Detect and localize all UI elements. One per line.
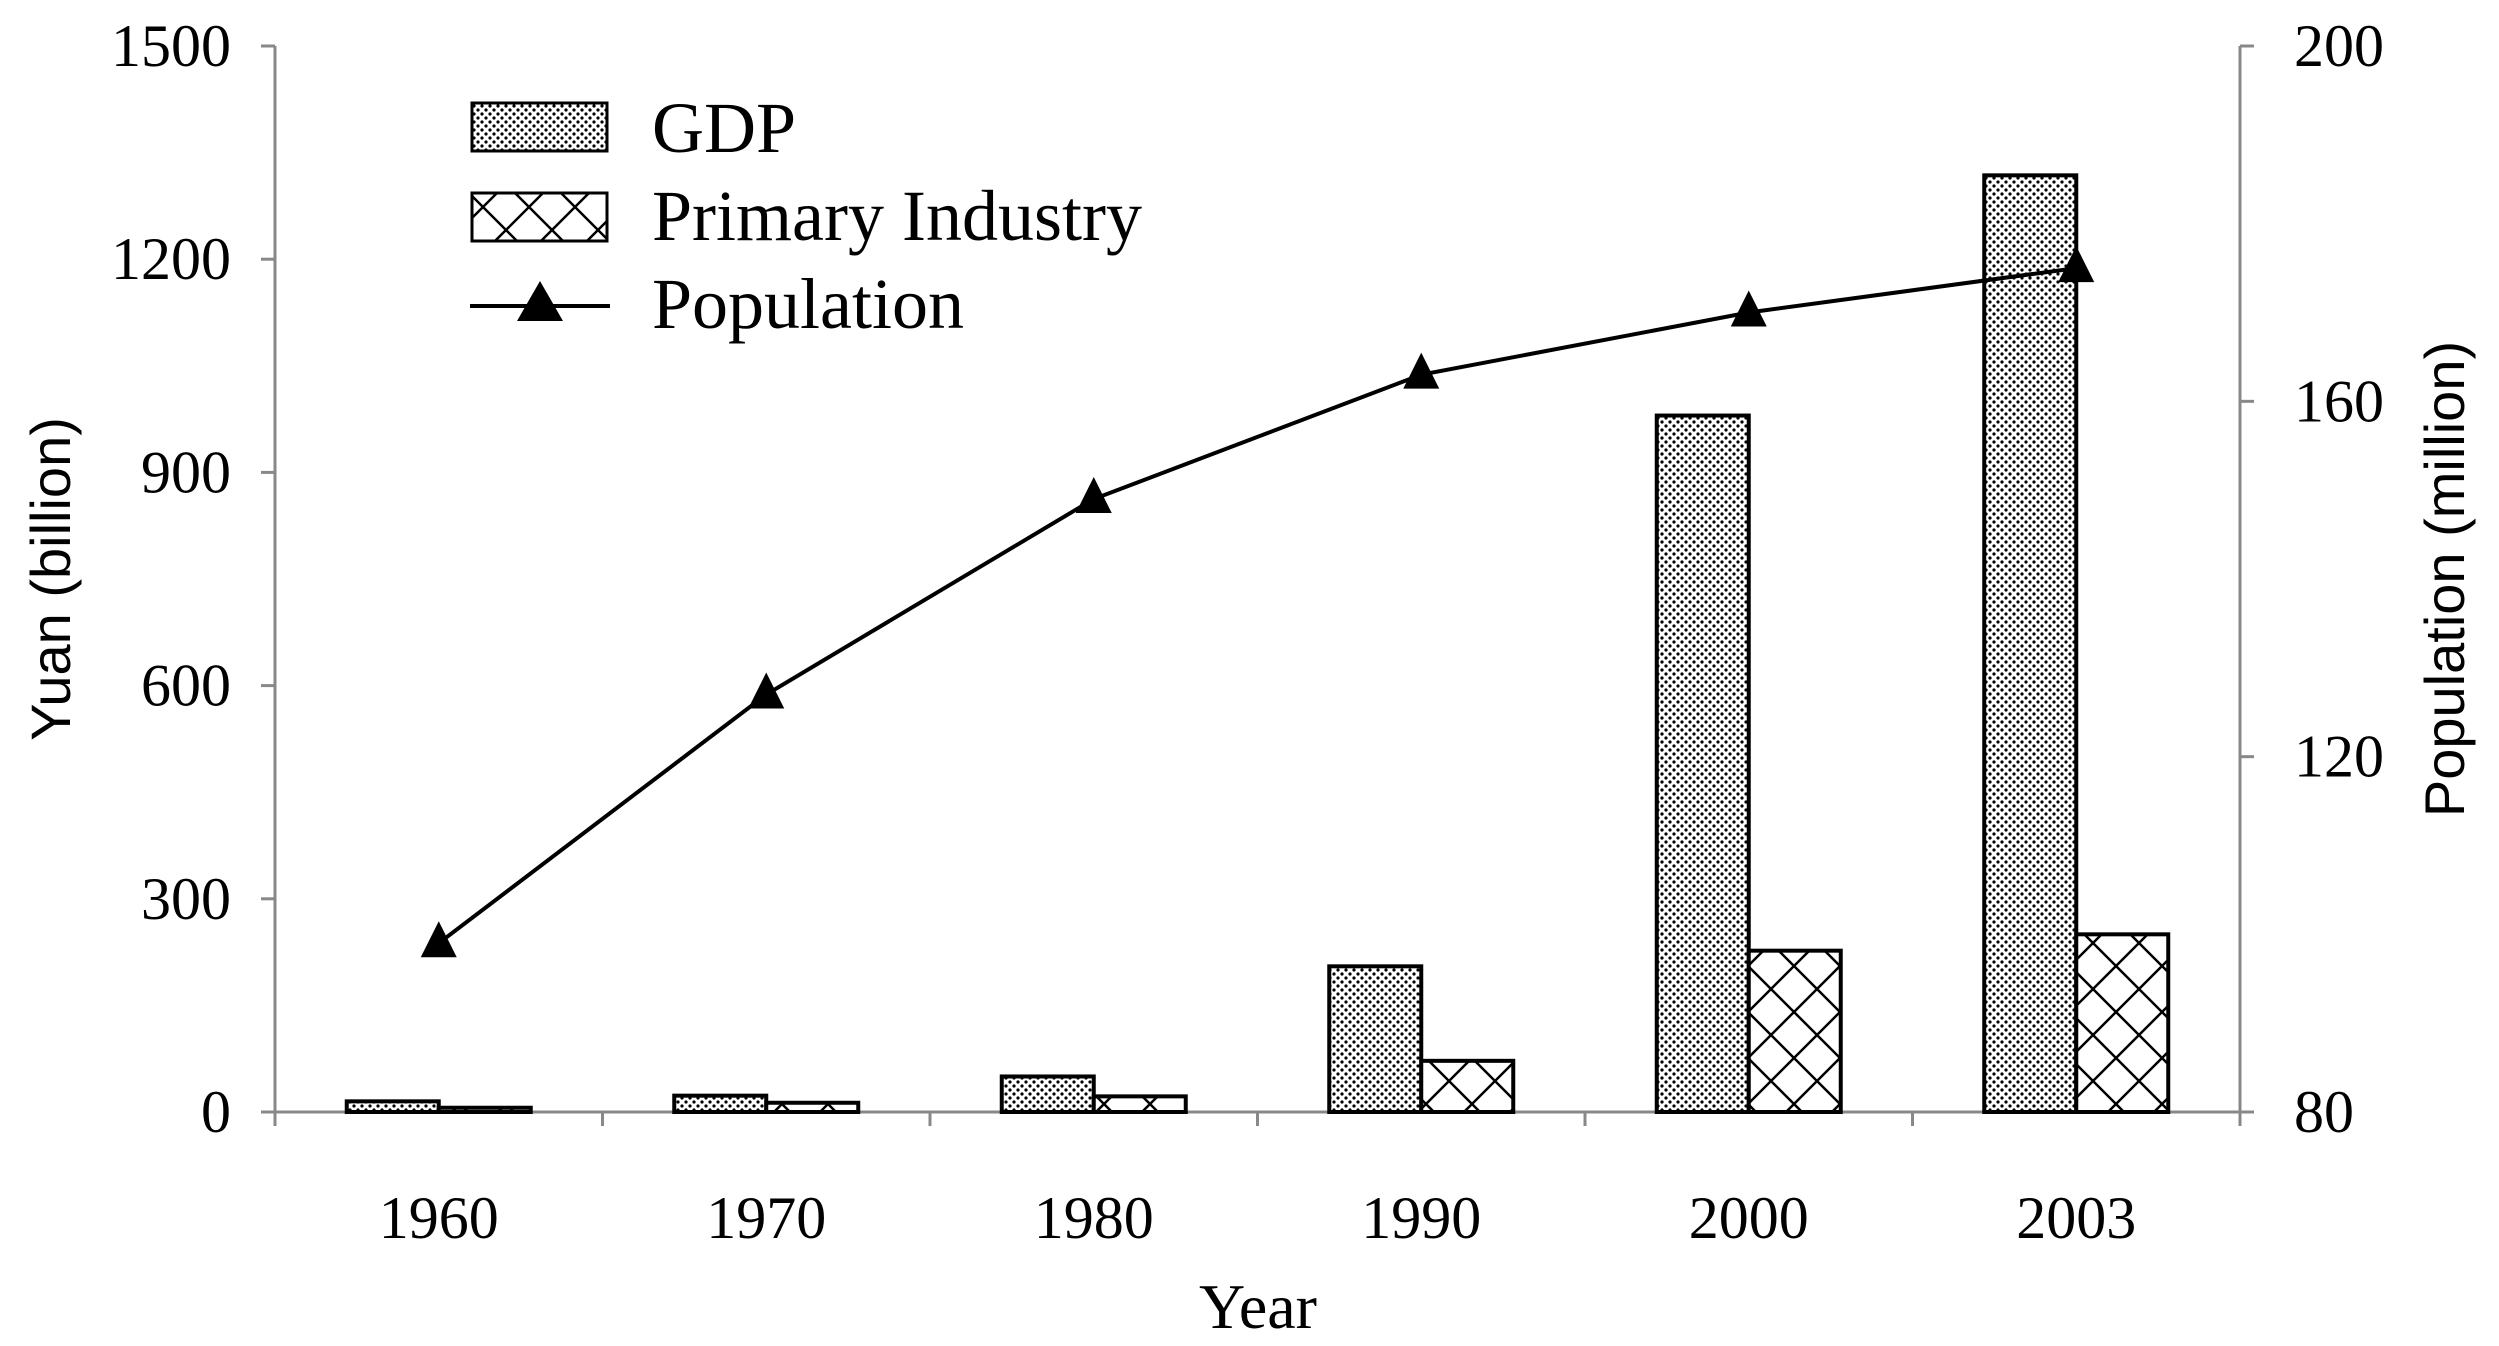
y-tick-label-left: 600 [141,653,231,719]
legend-swatch-gdp [470,101,609,153]
population-marker [748,672,785,709]
legend-marker-population [517,281,563,321]
bar-gdp [1982,173,2079,1115]
y-tick-label-left: 1200 [111,226,231,292]
y-axis-label-right: Population (million) [2413,341,2476,817]
y-tick-label-right: 160 [2294,368,2384,434]
bar-gdp [344,1099,441,1114]
bar-primary-industry [436,1105,533,1114]
bar-primary-industry [2074,932,2171,1114]
population-marker [1403,352,1440,389]
population-marker [1075,477,1112,514]
bar-gdp [1327,964,1424,1115]
y-tick-label-left: 300 [141,866,231,932]
y-tick-label-right: 80 [2294,1079,2354,1145]
legend-swatch-primary-industry [470,191,609,243]
legend-label-primary-industry: Primary Industry [652,176,1142,256]
population-marker [420,921,457,958]
bar-gdp [1654,413,1751,1114]
y-tick-label-right: 120 [2294,724,2384,790]
bar-primary-industry [1091,1094,1188,1115]
y-tick-label-left: 900 [141,439,231,505]
bar-primary-industry [1419,1058,1516,1115]
population-marker [2058,246,2095,283]
population-line [437,266,2077,945]
y-axis-label-left: Yuan (billion) [19,417,82,741]
x-tick-label: 1970 [706,1185,826,1251]
legend-label-population: Population [652,264,964,344]
y-tick-label-left: 0 [201,1079,231,1145]
x-axis-label: Year [1199,1271,1317,1342]
bar-primary-industry [1746,948,1843,1114]
x-tick-label: 1990 [1361,1185,1481,1251]
y-tick-label-right: 200 [2294,13,2384,79]
legend-label-gdp: GDP [652,88,796,168]
x-tick-label: 2000 [1689,1185,1809,1251]
x-tick-label: 1960 [379,1185,499,1251]
bar-primary-industry [764,1100,861,1115]
x-tick-label: 2003 [2016,1185,2136,1251]
y-tick-label-left: 1500 [111,13,231,79]
bar-gdp [999,1074,1096,1115]
population-marker [1730,290,1767,327]
x-tick-label: 1980 [1034,1185,1154,1251]
bar-gdp [672,1093,769,1114]
legend: GDP Primary Industry Population [470,88,1142,344]
